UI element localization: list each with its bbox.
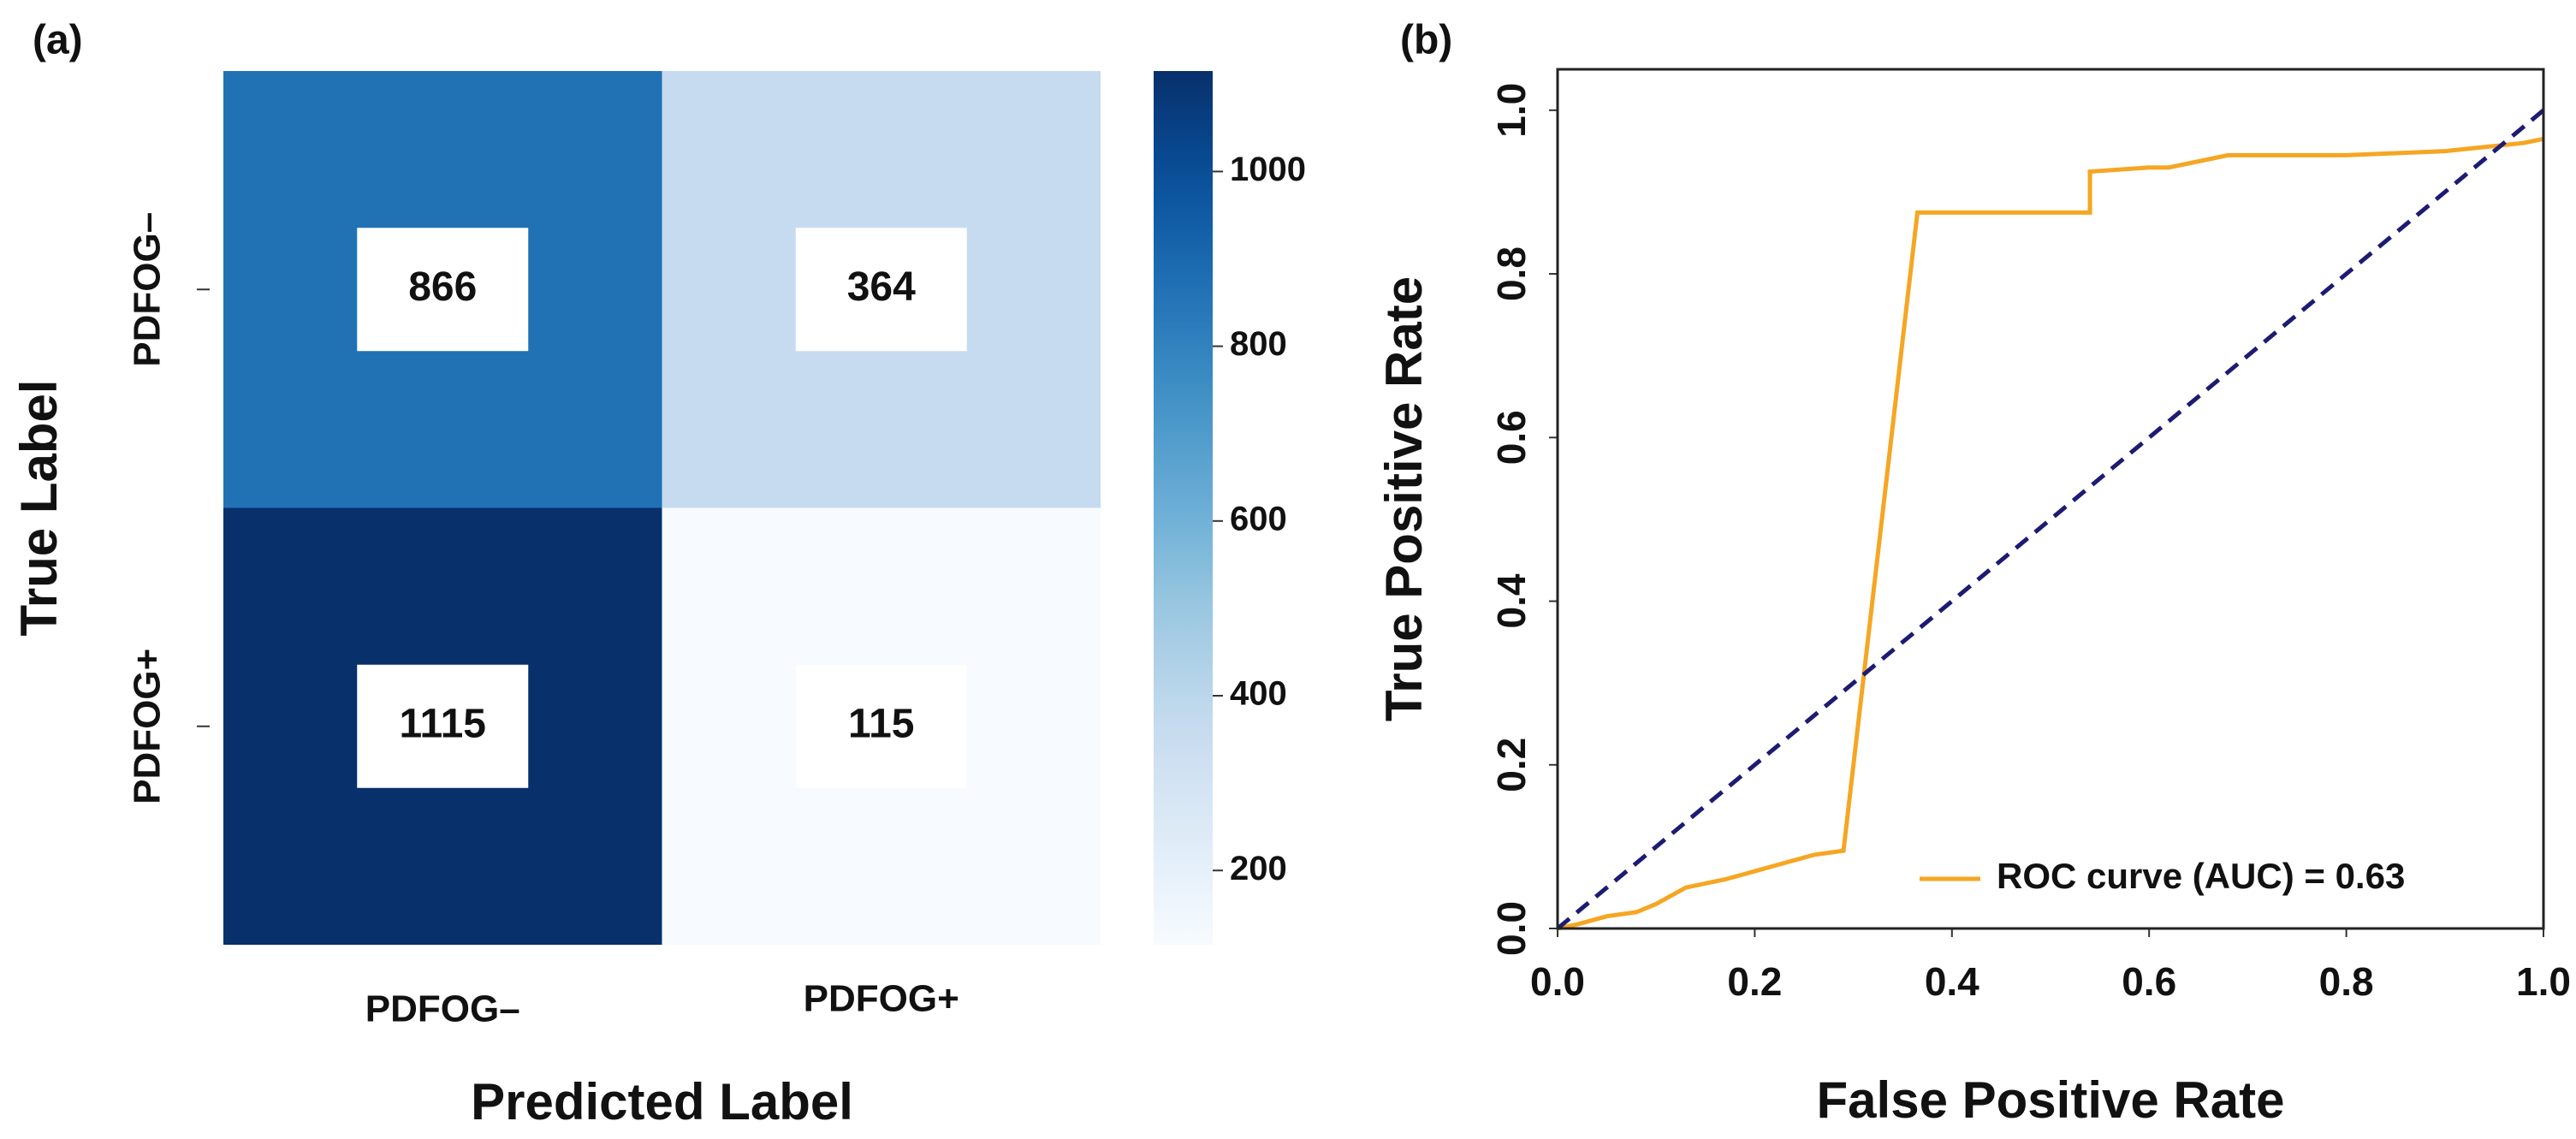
plot-frame xyxy=(1556,68,2545,930)
cell-value: 1115 xyxy=(400,701,486,746)
colorbar-tick-label: 1000 xyxy=(1230,151,1306,188)
panel-label: (b) xyxy=(1400,18,1452,63)
x-tick-label: 0.2 xyxy=(1727,959,1782,1004)
series-line xyxy=(1557,136,2544,931)
y-tick-label: PDFOG+ xyxy=(127,649,169,804)
legend-label: ROC curve (AUC) = 0.63 xyxy=(1997,856,2405,896)
x-tick-label: PDFOG– xyxy=(365,988,520,1030)
y-tick-label: 1.0 xyxy=(1489,83,1534,138)
y-tick-label: 0.4 xyxy=(1489,573,1534,628)
annotation-box xyxy=(357,228,529,352)
colorbar-tick-label: 800 xyxy=(1230,325,1287,363)
cell-value: 866 xyxy=(408,264,477,310)
colorbar-tick-label: 600 xyxy=(1230,500,1287,537)
x-tick-label: 0.8 xyxy=(2319,959,2374,1004)
annotation-box xyxy=(795,228,967,352)
y-tick-label: 0.6 xyxy=(1489,410,1534,465)
panel-label: (a) xyxy=(33,18,83,63)
annotation-box xyxy=(357,664,529,788)
x-axis-label: False Positive Rate xyxy=(1817,1071,2285,1129)
annotation-box xyxy=(795,664,967,788)
y-axis-label: True Positive Rate xyxy=(1375,276,1433,721)
x-tick-label: PDFOG+ xyxy=(804,978,959,1020)
colorbar xyxy=(1154,71,1213,945)
x-tick-label: 0.4 xyxy=(1925,959,1979,1004)
cell-value: 115 xyxy=(848,701,914,746)
x-axis-label: Predicted Label xyxy=(471,1073,853,1130)
y-tick-label: PDFOG– xyxy=(127,212,169,367)
x-tick-label: 0.6 xyxy=(2122,959,2176,1004)
x-tick-label: 1.0 xyxy=(2516,959,2571,1004)
colorbar-tick-label: 200 xyxy=(1230,850,1287,887)
y-tick-label: 0.2 xyxy=(1489,738,1534,792)
colorbar-tick-label: 400 xyxy=(1230,675,1287,713)
series-line xyxy=(1556,108,2545,930)
y-tick-label: 0.0 xyxy=(1489,901,1534,956)
y-axis-label: True Label xyxy=(10,379,68,636)
x-tick-label: 0.0 xyxy=(1530,959,1585,1004)
cell-value: 364 xyxy=(847,264,916,310)
y-tick-label: 0.8 xyxy=(1489,246,1534,301)
